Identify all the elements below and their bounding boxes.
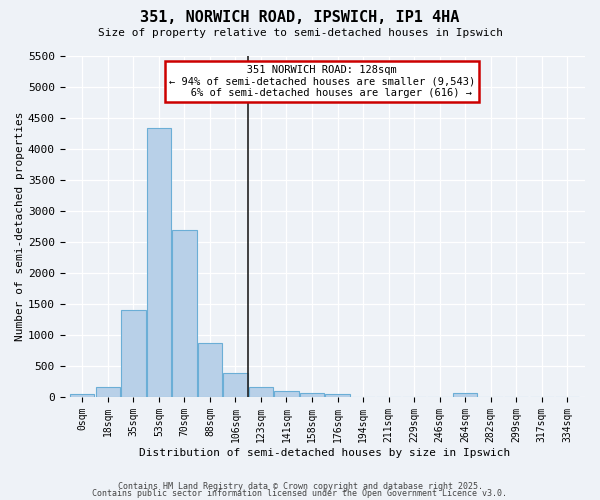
Bar bbox=[325, 394, 350, 397]
Bar bbox=[274, 391, 299, 397]
Text: 351, NORWICH ROAD, IPSWICH, IP1 4HA: 351, NORWICH ROAD, IPSWICH, IP1 4HA bbox=[140, 10, 460, 25]
X-axis label: Distribution of semi-detached houses by size in Ipswich: Distribution of semi-detached houses by … bbox=[139, 448, 511, 458]
Bar bbox=[147, 128, 171, 397]
Text: Contains public sector information licensed under the Open Government Licence v3: Contains public sector information licen… bbox=[92, 490, 508, 498]
Bar bbox=[172, 230, 197, 397]
Text: Size of property relative to semi-detached houses in Ipswich: Size of property relative to semi-detach… bbox=[97, 28, 503, 38]
Y-axis label: Number of semi-detached properties: Number of semi-detached properties bbox=[15, 112, 25, 342]
Bar bbox=[300, 394, 324, 397]
Bar bbox=[223, 373, 248, 397]
Bar bbox=[96, 387, 120, 397]
Bar bbox=[453, 394, 477, 397]
Text: 351 NORWICH ROAD: 128sqm   
← 94% of semi-detached houses are smaller (9,543)
  : 351 NORWICH ROAD: 128sqm ← 94% of semi-d… bbox=[169, 65, 475, 98]
Bar bbox=[121, 310, 146, 397]
Text: Contains HM Land Registry data © Crown copyright and database right 2025.: Contains HM Land Registry data © Crown c… bbox=[118, 482, 482, 491]
Bar bbox=[70, 394, 94, 397]
Bar bbox=[249, 387, 273, 397]
Bar bbox=[198, 343, 222, 397]
